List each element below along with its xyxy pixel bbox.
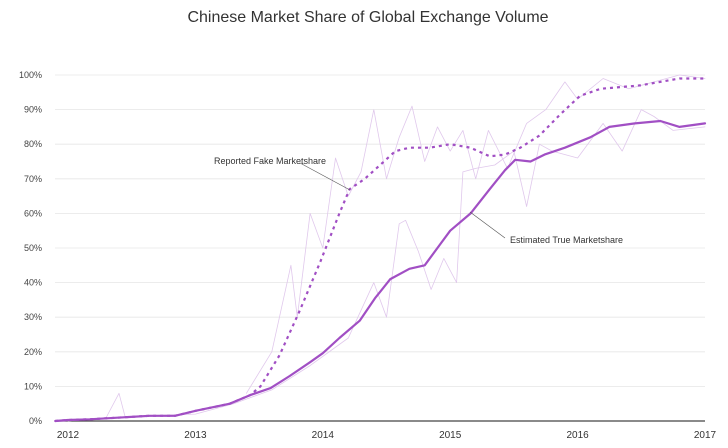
y-axis: 0% 10% 20% 30% 40% 50% 60% 70% 80% 90% 100%: [19, 70, 42, 426]
y-tick-label: 50%: [24, 243, 42, 253]
y-tick-label: 30%: [24, 312, 42, 322]
series-line-estimated-true-raw: [67, 109, 706, 422]
series-layer: [54, 74, 707, 423]
annotation-reported: Reported Fake Marketshare: [214, 156, 326, 166]
x-tick-label: 2015: [439, 430, 462, 441]
series-line-estimated-true-marketshare: [54, 119, 707, 423]
y-tick-label: 10%: [24, 381, 42, 391]
annotation-true: Estimated True Marketshare: [510, 235, 623, 245]
y-tick-label: 40%: [24, 278, 42, 288]
series-line-reported-raw: [246, 74, 706, 394]
x-tick-label: 2014: [312, 430, 335, 441]
annotation-leader-true: [469, 211, 506, 239]
y-tick-label: 0%: [29, 416, 42, 426]
x-axis: 2012 2013 2014 2015 2016 2017: [57, 430, 717, 441]
y-tick-label: 100%: [19, 70, 42, 80]
y-tick-label: 70%: [24, 174, 42, 184]
x-tick-label: 2016: [566, 430, 589, 441]
x-tick-label: 2012: [57, 430, 80, 441]
y-tick-label: 20%: [24, 347, 42, 357]
y-tick-label: 90%: [24, 105, 42, 115]
annotation-leader-reported: [299, 162, 351, 191]
y-tick-label: 60%: [24, 208, 42, 218]
series-line-reported-fake-marketshare: [55, 77, 705, 423]
chart-title: Chinese Market Share of Global Exchange …: [187, 9, 548, 26]
x-tick-label: 2013: [184, 430, 207, 441]
x-tick-label: 2017: [694, 430, 717, 441]
y-tick-label: 80%: [24, 139, 42, 149]
annotations: Reported Fake Marketshare Estimated True…: [214, 156, 623, 245]
